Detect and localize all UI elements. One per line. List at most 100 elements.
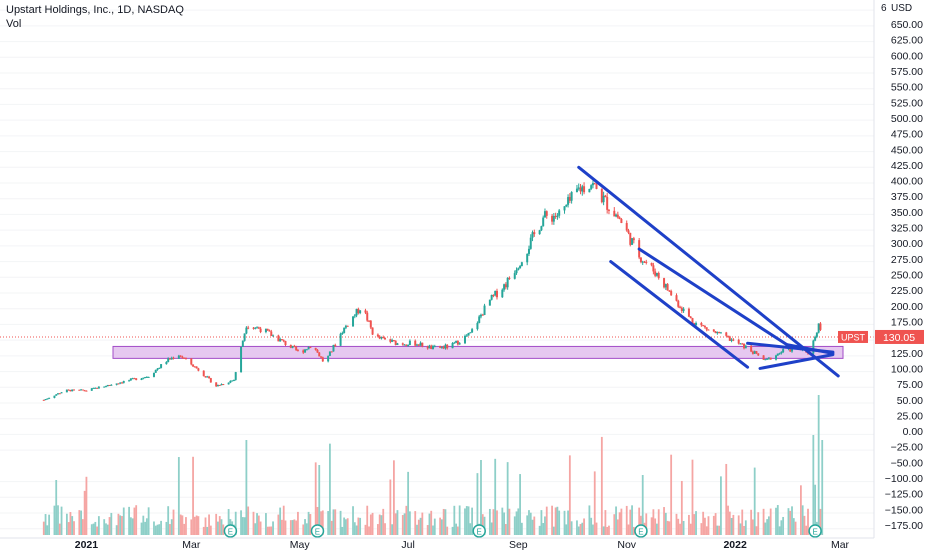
candle-body [240,347,243,373]
volume-bar [421,512,424,535]
earnings-marker[interactable]: E [223,524,238,538]
price-tick-label: 325.00 [891,223,923,235]
volume-bar [368,526,370,535]
volume-bar [728,511,731,535]
candle-body [471,329,474,333]
candle-body [204,376,207,378]
candle-body [135,378,138,380]
volume-bar [408,511,411,535]
volume-bar [304,519,306,535]
volume-bar [156,524,159,535]
time-tick-label: Mar [831,539,850,550]
candle-body [604,195,607,198]
candle-body [218,384,221,386]
volume-bar [762,508,765,535]
candle-body [490,294,493,300]
volume-bar [714,513,717,535]
candle-body [764,359,767,361]
volume-bar [396,510,399,535]
volume-bar [305,523,308,535]
candle-body [202,370,205,377]
candle-body [428,345,431,349]
candle-body [488,299,491,306]
candle-body [83,390,86,392]
candle-body [282,340,285,342]
volume-bar [185,517,187,535]
volume-bar [568,455,571,535]
volume-bar [670,454,673,535]
volume-bar [346,518,349,535]
candle-body [558,210,561,216]
volume-bar [663,507,665,535]
earnings-marker[interactable]: E [808,524,822,538]
volume-bar [197,516,200,535]
candle-body [695,322,698,326]
candle-body [643,261,646,263]
trendline-layer[interactable] [577,165,840,378]
earnings-marker[interactable]: E [472,524,486,538]
volume-bar [513,516,516,535]
volume-bar [654,518,657,535]
price-tick-label: 400.00 [891,176,923,188]
candle-body [295,346,298,351]
volume-bar [691,459,694,535]
candle-body [570,192,573,201]
trendline[interactable] [758,353,835,370]
candle-body [727,335,730,337]
candle-body [600,188,603,203]
volume-bar [81,519,84,535]
volume-bar [542,523,545,535]
volume-bar [688,514,690,535]
volume-bar [792,518,795,535]
trendline[interactable] [577,165,840,378]
candle-body [465,335,468,337]
trendline[interactable] [785,343,835,355]
volume-bar [105,523,107,535]
volume-bar [94,521,97,535]
volume-bar [240,510,242,535]
price-scale[interactable]: 6 USD 650.00 625.00 600.00 575.00 550.00 525.00… [838,0,932,550]
candle-body [750,345,753,352]
candle-body [782,349,785,353]
volume-bar [551,505,553,535]
volume-bar [389,479,392,535]
volume-bar [741,509,744,535]
candle-body [700,322,703,326]
trendline[interactable] [637,247,789,347]
candle-body [513,273,516,279]
earnings-marker[interactable]: E [310,524,325,538]
volume-bar [730,517,733,535]
volume-bar [520,522,523,535]
price-tick-label: 475.00 [891,129,923,141]
candle-body [234,372,237,380]
earnings-marker-circle [634,524,648,538]
candle-body [501,289,504,298]
time-scale[interactable]: 2021 Mar May Jul Sep Nov 2022 Mar [0,537,874,550]
volume-bar [631,505,633,535]
candle-body [97,386,100,389]
price-tick-label: 50.00 [897,395,923,407]
volume-bar [297,511,299,535]
volume-bar [570,521,573,535]
volume-bar [458,505,461,535]
candle-body [776,353,779,356]
volume-bar [556,506,559,535]
volume-bar [650,517,653,535]
volume-bar [332,509,335,535]
volume-bar [142,515,145,535]
volume-bar [227,509,230,535]
candle-body [652,265,655,272]
trendline[interactable] [609,260,750,369]
candle-body [687,308,690,317]
volume-bar [704,517,706,535]
volume-bar [183,523,186,535]
volume-bar [222,524,225,535]
volume-bar [42,521,45,535]
volume-bar [483,516,486,535]
volume-bar [545,506,548,535]
volume-bar [517,508,520,535]
earnings-marker[interactable]: E [634,524,648,538]
price-tick-label: 0.00 [903,426,924,438]
